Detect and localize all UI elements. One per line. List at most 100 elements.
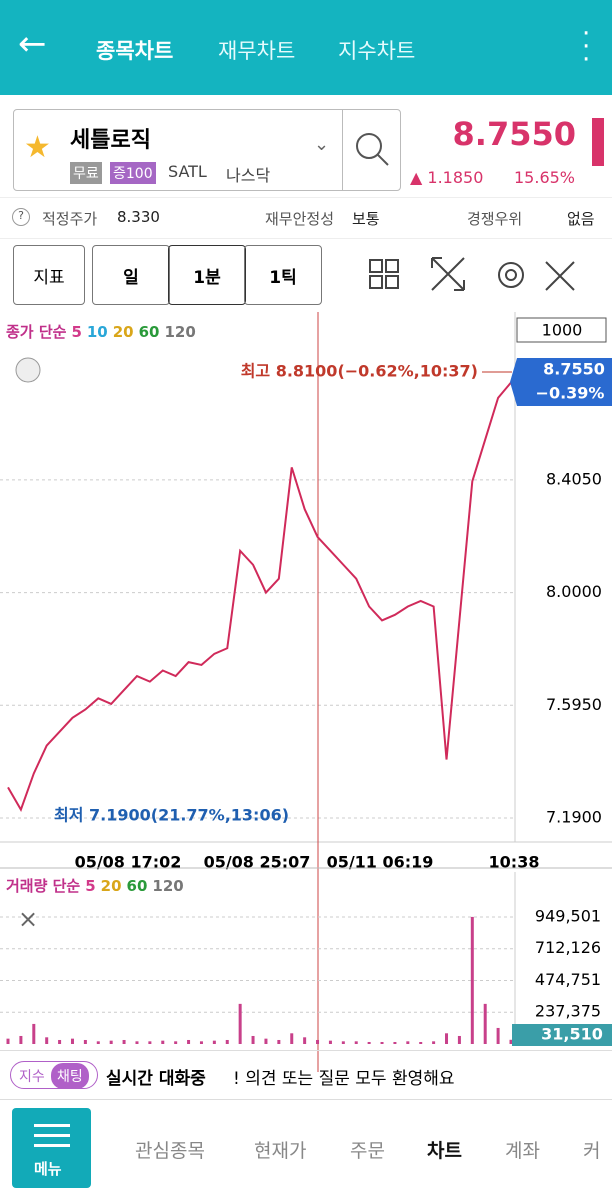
tool-icons [369, 257, 575, 291]
volume-bar [367, 1041, 371, 1044]
value: 8.330 [117, 208, 160, 226]
volume-bar [212, 1040, 216, 1044]
volume-bar [290, 1033, 294, 1044]
ticker: SATL [168, 162, 207, 181]
legend-title: 종가 단순 [6, 323, 67, 341]
volume-bar [419, 1041, 423, 1044]
tag: 증100 [110, 162, 156, 184]
volume-bar [161, 1040, 165, 1044]
y-tick-label: 7.5950 [546, 695, 602, 714]
volume-bar [457, 1035, 461, 1044]
current: 31,510 [541, 1025, 603, 1044]
volume-bar [238, 1003, 242, 1044]
menu-label: 메뉴 [34, 1160, 62, 1178]
volume-bar [328, 1040, 332, 1044]
header: ← 종목차트 재무차트 지수차트 · · · [0, 0, 612, 95]
current-box [510, 358, 612, 406]
y-tick-label: 8.4050 [546, 469, 602, 488]
volume-bar [380, 1041, 384, 1044]
tab[interactable]: 지수차트 [338, 39, 416, 63]
period-button[interactable]: 1틱 [244, 245, 322, 305]
volume-bar [432, 1041, 436, 1044]
label: 적정주가 [42, 210, 98, 228]
volume-bar [496, 1027, 500, 1044]
volume-bar [70, 1038, 74, 1044]
label: 재무안정성 [265, 210, 335, 228]
volume-bar [251, 1035, 255, 1044]
price: 8.7550 [452, 115, 576, 153]
volume-bar [109, 1040, 113, 1044]
period-button[interactable]: 1분 [168, 245, 246, 305]
volume-bar [6, 1038, 10, 1044]
volume-bar [122, 1039, 126, 1044]
x-tick-label: 05/08 25:07 [204, 853, 311, 872]
volume-bar [445, 1033, 449, 1044]
current-box [512, 1024, 612, 1046]
nav-item[interactable]: 주문 [350, 1140, 385, 1162]
change-pct: 15.65% [514, 168, 576, 187]
volume-bar [148, 1041, 152, 1044]
volume-bar [19, 1035, 23, 1044]
volume-bar [354, 1041, 358, 1044]
y-tick-label: 474,751 [535, 970, 601, 989]
y-tick-label: 8.0000 [546, 582, 602, 601]
badge-text: 지수 [19, 1069, 45, 1085]
volume-bar [393, 1041, 397, 1044]
star[interactable]: ★ [24, 130, 51, 165]
info-bar: ? 적정주가 8.330 재무안정성 보통 경쟁우위 없음 [0, 197, 612, 239]
legend-ma: 5 [71, 323, 81, 341]
menu-button[interactable]: 메뉴 [12, 1108, 91, 1188]
legend-ma: 10 [87, 323, 108, 341]
nav-item[interactable]: 커 [583, 1140, 601, 1162]
indicator-button[interactable]: 지표 [13, 245, 85, 305]
volume-bar [96, 1041, 100, 1044]
market: 나스닥 [226, 166, 271, 185]
current-pct: −0.39% [536, 384, 605, 403]
stock-name: 세틀로직 [70, 128, 151, 153]
x-tick-label: 05/11 06:19 [327, 853, 434, 872]
chat-badge: 지수 채팅 [10, 1061, 98, 1089]
period-button[interactable]: 일 [92, 245, 170, 305]
label: 경쟁우위 [467, 210, 523, 228]
x-tick-label: 05/08 17:02 [75, 853, 182, 872]
tab[interactable]: 재무차트 [218, 39, 296, 63]
volume-bar [225, 1039, 229, 1044]
change: ▲ 1.1850 [410, 168, 484, 187]
dropdown[interactable]: ⌄ [314, 134, 330, 155]
nav-item[interactable]: 관심종목 [135, 1140, 205, 1162]
legend: 종가 단순 5 10 20 60 120 [6, 323, 196, 341]
y-tick-label: 712,126 [535, 938, 601, 957]
chat-bar[interactable]: 지수 채팅 실시간 대화중 ! 의견 또는 질문 모두 환영해요 [0, 1050, 612, 1100]
more[interactable]: · · · [582, 19, 591, 75]
stock-search[interactable]: ★ 세틀로직 무료 증100 SATL 나스닥 ⌄ [13, 109, 401, 191]
search-button[interactable] [342, 110, 401, 190]
back[interactable]: ← [18, 24, 47, 64]
volume-bar [174, 1041, 178, 1044]
nav-item[interactable]: 차트 [427, 1140, 462, 1162]
volume-bar [303, 1037, 307, 1044]
badge-text: 채팅 [51, 1063, 89, 1089]
high-label: 최고 8.8100(−0.62%,10:37) [241, 362, 478, 381]
zoom [15, 357, 41, 383]
x-tick-label: 10:38 [489, 853, 540, 872]
current: 8.7550 [543, 360, 605, 379]
volume-bar [470, 916, 474, 1044]
legend-ma: 20 [113, 323, 134, 341]
legend-ma: 20 [101, 877, 122, 895]
legend-title: 거래량 단순 [6, 877, 80, 895]
count: 1000 [542, 321, 583, 340]
help[interactable]: ? [12, 208, 30, 226]
tab[interactable]: 종목차트 [96, 39, 174, 63]
nav-item[interactable]: 계좌 [505, 1140, 540, 1162]
menu-icon [34, 1124, 70, 1127]
legend-ma: 5 [85, 877, 95, 895]
legend: 거래량 단순 5 20 60 120 [6, 877, 184, 895]
volume-bar [58, 1039, 62, 1044]
legend-ma: 60 [139, 323, 160, 341]
y-tick-label: 7.1900 [546, 807, 602, 826]
volume-bar [509, 1039, 513, 1044]
volume-bar [316, 1039, 320, 1044]
chat-text: ! 의견 또는 질문 모두 환영해요 [233, 1069, 455, 1089]
nav-item[interactable]: 현재가 [254, 1140, 307, 1162]
